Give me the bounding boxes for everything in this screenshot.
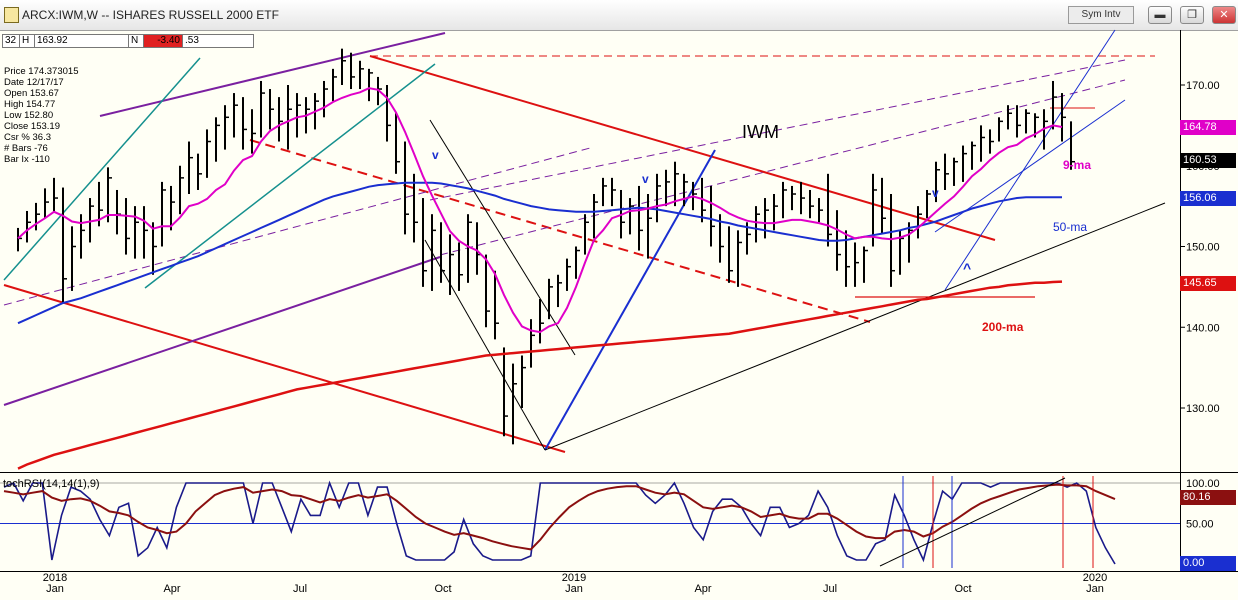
black-down-2 bbox=[429, 119, 576, 356]
stoch-y-tick-label: 100.00 bbox=[1186, 478, 1220, 490]
y-axis-line bbox=[1180, 30, 1181, 572]
stoch-rsi-label: tochRSI(14,14(1),9) bbox=[3, 478, 100, 490]
v-mark: v bbox=[642, 172, 649, 186]
ma50-annotation: 50-ma bbox=[1053, 220, 1088, 234]
data-window-line: High 154.77 bbox=[4, 99, 56, 110]
minimize-button[interactable]: ▬ bbox=[1148, 6, 1172, 24]
x-tick-month: Jul bbox=[822, 583, 838, 595]
x-tick-label: 2019 Jan bbox=[559, 573, 589, 595]
stoch-trendline bbox=[879, 477, 1066, 567]
info-net-value: -3.40 bbox=[143, 34, 183, 48]
ma50-value-tag: 156.06 bbox=[1180, 191, 1236, 206]
y-tick-label: 140.00 bbox=[1186, 322, 1220, 334]
data-window-line: Bar Ix -110 bbox=[4, 154, 50, 165]
x-tick-month: Apr bbox=[163, 583, 181, 595]
stoch-y-tick-label: 50.00 bbox=[1186, 519, 1214, 531]
title-bar: ARCX:IWM,W -- ISHARES RUSSELL 2000 ETF S… bbox=[0, 0, 1238, 31]
data-window-line: # Bars -76 bbox=[4, 143, 48, 154]
x-tick-month: Oct bbox=[434, 583, 452, 595]
x-tick-month: Oct bbox=[954, 583, 972, 595]
red-channel-mid bbox=[249, 139, 871, 323]
close-value-tag: 160.53 bbox=[1180, 153, 1236, 168]
data-window-line: Date 12/17/17 bbox=[4, 77, 64, 88]
x-tick-label: Jul bbox=[285, 573, 315, 595]
x-tick-label: Oct bbox=[948, 573, 978, 595]
v-mark: v bbox=[432, 148, 439, 162]
v-mark: v bbox=[932, 186, 939, 200]
y-tick-label: 150.00 bbox=[1186, 242, 1220, 254]
caret-mark: ^ bbox=[963, 260, 972, 276]
restore-button[interactable]: ❐ bbox=[1180, 6, 1204, 24]
x-tick-year: 2020 bbox=[1082, 572, 1108, 584]
x-tick-label: Jul bbox=[815, 573, 845, 595]
data-window-line: Price 174.373015 bbox=[4, 66, 79, 77]
black-down-1 bbox=[424, 239, 546, 451]
x-tick-month: Jan bbox=[46, 583, 64, 595]
purple-dash-1 bbox=[3, 147, 591, 306]
ticker-annotation: IWM bbox=[742, 122, 779, 142]
data-window-line: Close 153.19 bbox=[4, 121, 60, 132]
ma200-value-tag: 145.65 bbox=[1180, 276, 1236, 291]
x-tick-label: Oct bbox=[428, 573, 458, 595]
ma9-line bbox=[17, 87, 1063, 334]
stochrsi-line bbox=[3, 480, 1116, 565]
sym-intv-button[interactable]: Sym Intv bbox=[1068, 6, 1134, 24]
x-tick-month: Jan bbox=[1086, 583, 1104, 595]
close-button[interactable]: ✕ bbox=[1212, 6, 1236, 24]
purple-support bbox=[3, 256, 441, 406]
x-axis-line bbox=[0, 571, 1238, 572]
data-window: Price 174.373015 Date 12/17/17 Open 153.67… bbox=[4, 66, 78, 165]
x-tick-month: Apr bbox=[694, 583, 712, 595]
purple-top bbox=[99, 32, 446, 117]
x-tick-month: Jan bbox=[565, 583, 583, 595]
app-icon bbox=[4, 7, 19, 23]
x-tick-label: Apr bbox=[157, 573, 187, 595]
x-tick-label: 2020 Jan bbox=[1080, 573, 1110, 595]
x-tick-month: Jul bbox=[292, 583, 308, 595]
purple-dash-2 bbox=[439, 79, 1126, 256]
red-channel-upper bbox=[369, 55, 996, 241]
data-window-line: Low 152.80 bbox=[4, 110, 54, 121]
x-tick-label: Apr bbox=[688, 573, 718, 595]
pane-separator bbox=[0, 472, 1238, 473]
ma9-annotation: 9-ma bbox=[1063, 158, 1092, 172]
info-field-4: .53 bbox=[182, 34, 254, 48]
y-tick-label: 130.00 bbox=[1186, 403, 1220, 415]
ma200-line bbox=[17, 280, 1063, 470]
red-channel-lower bbox=[3, 284, 566, 453]
ma9-value-tag: 164.78 bbox=[1180, 120, 1236, 135]
ma50-line bbox=[17, 181, 1062, 325]
y-tick-label: 170.00 bbox=[1186, 80, 1220, 92]
purple-dash-3 bbox=[429, 59, 1126, 201]
stoch-zero-tag: 0.00 bbox=[1180, 556, 1236, 571]
stochrsi-signal-line bbox=[3, 483, 1116, 551]
blue-channel-1 bbox=[944, 29, 1116, 291]
blue-rising bbox=[544, 149, 716, 451]
x-tick-year: 2018 bbox=[42, 572, 68, 584]
ma200-annotation: 200-ma bbox=[982, 320, 1024, 334]
window-title: ARCX:IWM,W -- ISHARES RUSSELL 2000 ETF bbox=[22, 8, 279, 22]
teal-1 bbox=[3, 57, 201, 281]
x-tick-label: 2018 Jan bbox=[40, 573, 70, 595]
data-window-line: Csr % 36.3 bbox=[4, 132, 51, 143]
data-window-line: Open 153.67 bbox=[4, 88, 59, 99]
stoch-value-tag: 80.16 bbox=[1180, 490, 1236, 505]
black-support bbox=[544, 202, 1166, 451]
x-tick-year: 2019 bbox=[561, 572, 587, 584]
